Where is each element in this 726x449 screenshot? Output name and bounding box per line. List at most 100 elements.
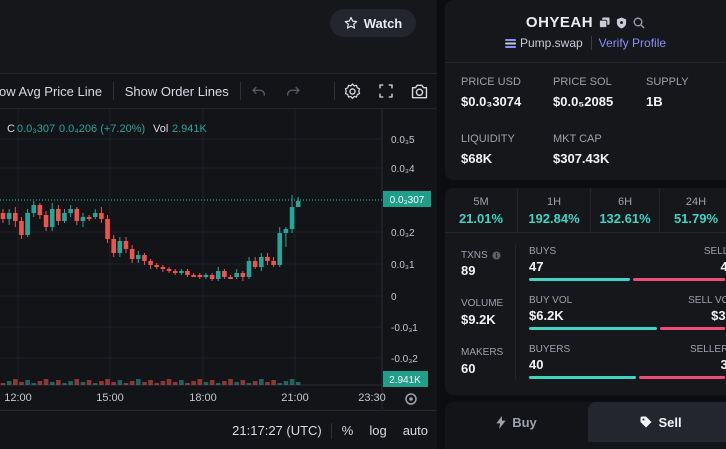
y-tick-label: 0.0₃4 [391,164,415,175]
tab-24h-label: 24H [685,196,707,208]
divider [445,62,726,63]
chart-header: Watch [0,0,437,74]
volume-bar [154,383,160,385]
tab-6h-change: 132.61% [599,211,651,226]
volume-bar [215,383,221,385]
volume-bar [259,379,264,385]
volume-bar [252,381,258,385]
buyers-value: 40 [529,357,544,372]
volume-bar [283,381,289,385]
volume-bar [142,382,147,385]
candle [234,273,239,277]
liquidity-value: $68K [461,151,493,166]
percent-toggle[interactable]: % [341,423,354,438]
y-tick-label: -0.0₃1 [391,323,418,334]
price-tag: 0.0₃307 [390,195,425,206]
log-toggle[interactable]: log [369,423,387,438]
volume-bar [25,380,30,385]
txns-label: TXNS [461,250,488,261]
volume-bar [222,381,227,385]
volume-bar [31,383,37,385]
volume-bar [105,379,110,385]
candle [240,273,246,277]
tab-1h-label: 1H [546,196,562,208]
tab-24h[interactable]: 24H 51.79% [660,188,726,240]
price-tag-bg [383,191,431,207]
search-icon[interactable] [633,17,645,29]
watch-label: Watch [363,15,403,31]
info-icon[interactable] [492,251,501,260]
sell-tab[interactable]: Sell [588,402,726,442]
candle [25,213,30,235]
platform-link[interactable]: Pump.swap [504,36,592,50]
txns-label-row: TXNS [461,250,501,261]
volume-bar [68,381,73,385]
verify-profile-link[interactable]: Verify Profile [598,36,667,50]
tab-6h-label: 6H [617,196,633,208]
divider [239,82,241,100]
tab-6h[interactable]: 6H 132.61% [591,188,659,240]
tab-5m[interactable]: 5M 21.01% [445,188,517,240]
chart-settings-button[interactable] [335,74,370,108]
time-settings-button[interactable] [405,393,417,405]
redo-button[interactable] [276,74,310,108]
txns-value: 89 [461,263,476,278]
trade-tabs: Buy Sell [445,402,726,449]
gear-icon [344,82,361,99]
watch-button[interactable]: Watch [330,9,416,37]
volume-bar [43,379,49,385]
candle [19,221,24,235]
tab-1h[interactable]: 1H 192.84% [518,188,590,240]
volume-bar [271,380,276,385]
candle [142,255,147,261]
order-lines-toggle[interactable]: Show Order Lines [124,83,229,99]
price-usd-label: PRICE USD [461,76,521,88]
candle [185,271,190,275]
candle [68,209,73,213]
volume-bar [56,380,61,385]
undo-button[interactable] [240,74,276,108]
volume-bar [99,381,104,385]
token-sub-row: Pump.swap Verify Profile [445,36,726,50]
volume-bar [123,383,129,385]
candle [172,271,178,273]
token-info-panel: OHYEAH Pump.swap Verify Profile PRICE US… [445,0,726,449]
price-usd-value: $0.0₃3074 [461,94,522,109]
sellers-label: SELLERS [689,344,726,355]
candle [49,209,55,227]
screenshot-button[interactable] [402,74,437,108]
buy-tab[interactable]: Buy [445,402,588,442]
tab-24h-change: 51.79% [673,211,719,226]
undo-icon [252,86,266,96]
legend-close: 0.0₃307 [17,123,55,135]
camera-icon [411,84,428,98]
candle [37,205,43,215]
candle [179,271,184,273]
volume-bar [117,380,123,385]
candle [62,213,67,221]
volume-bar [203,382,209,385]
legend-c-label: C [7,123,15,135]
avg-price-line-toggle[interactable]: ow Avg Price Line [0,83,103,99]
candle [252,261,258,267]
fullscreen-button[interactable] [370,74,402,108]
volume-bar [234,382,239,385]
candle [13,213,18,221]
price-chart[interactable]: 0.0₃5 0.0₃4 0.0₃2 0.0₃1 0 -0.0₃1 -0.0₃2 12:00 1… [0,109,437,409]
y-tick-label: -0.0₃2 [391,354,418,365]
lightning-icon [496,415,506,429]
x-tick-label: 23:30 [358,392,386,404]
buy-vol-value: $6.2K [529,308,564,323]
candle [56,209,61,221]
buy-tab-label: Buy [512,414,537,430]
shield-icon[interactable] [616,17,627,29]
volume-bar [179,380,184,385]
makers-label: MAKERS [461,347,504,358]
divider [330,422,332,439]
candle [86,217,92,219]
volume-bar [246,383,252,385]
auto-toggle[interactable]: auto [402,423,428,438]
volume-bar [13,379,18,385]
copy-icon[interactable] [599,17,610,28]
volume-bar [277,383,283,385]
